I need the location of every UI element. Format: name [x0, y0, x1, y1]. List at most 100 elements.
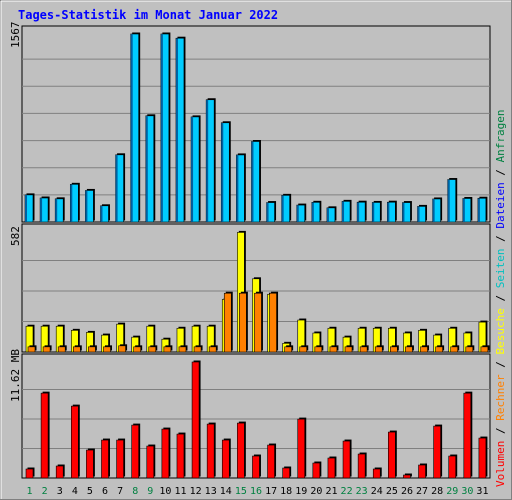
bar-volumen-21-face: [327, 457, 336, 479]
bar-rechner-21: [329, 345, 339, 353]
legend-part-1: /: [494, 421, 507, 441]
bar-volumen-24-face: [372, 468, 381, 479]
day-label-7: 7: [117, 486, 123, 497]
bar-rechner-22-face: [344, 346, 353, 353]
bar-volumen-23-face: [357, 453, 366, 479]
bar-volumen-1: [25, 467, 35, 479]
bar-volumen-27: [418, 463, 428, 479]
bar-rechner-3: [57, 345, 67, 353]
day-label-30: 30: [461, 486, 473, 497]
day-label-16: 16: [250, 486, 262, 497]
bar-volumen-30: [463, 391, 473, 479]
bar-rechner-23-face: [359, 346, 368, 353]
bar-volumen-18: [282, 466, 292, 479]
bar-dateien-29: [447, 179, 450, 222]
panel-visits: [21, 223, 491, 353]
bar-rechner-16: [254, 291, 263, 353]
bar-rechner-31-face: [480, 346, 489, 353]
bar-rechner-11: [178, 345, 188, 353]
day-label-20: 20: [310, 486, 322, 497]
bar-volumen-23: [357, 452, 367, 479]
bar-volumen-30-face: [463, 392, 472, 479]
day-label-28: 28: [431, 486, 443, 497]
legend-part-9: /: [494, 162, 507, 182]
bar-rechner-24: [374, 345, 384, 353]
bar-volumen-11: [176, 432, 186, 479]
bar-rechner-19: [299, 345, 309, 353]
bar-volumen-1-face: [25, 468, 34, 479]
bar-rechner-9-face: [148, 346, 157, 353]
day-label-25: 25: [386, 486, 398, 497]
bar-dateien-20: [311, 202, 314, 222]
bar-volumen-8-face: [131, 424, 139, 479]
bar-dateien-14: [221, 123, 224, 222]
bar-rechner-26-face: [405, 346, 413, 353]
bar-volumen-17: [267, 443, 277, 479]
bar-rechner-25: [390, 345, 399, 353]
day-label-27: 27: [416, 486, 428, 497]
bar-volumen-29-face: [448, 455, 457, 479]
bar-rechner-12-face: [193, 346, 202, 353]
day-label-4: 4: [72, 486, 78, 497]
visits-max-label: 582: [9, 226, 22, 246]
legend-part-0: Volumen: [494, 441, 507, 487]
bar-rechner-2-face: [42, 346, 51, 353]
bar-dateien-28: [432, 199, 435, 222]
bar-rechner-14-face: [223, 292, 232, 353]
bar-rechner-30-face: [465, 346, 474, 353]
day-label-11: 11: [174, 486, 186, 497]
bar-rechner-21-face: [329, 346, 338, 353]
bar-dateien-8: [130, 34, 133, 223]
bar-dateien-18: [281, 195, 284, 222]
right-legend: Volumen / Rechner / Besuche / Seiten / D…: [494, 109, 507, 487]
bar-volumen-13: [206, 422, 216, 479]
bar-volumen-9-face: [146, 445, 155, 479]
day-label-17: 17: [265, 486, 277, 497]
bar-volumen-28: [433, 424, 443, 479]
bar-dateien-31: [477, 198, 480, 222]
bar-rechner-1-face: [27, 346, 36, 353]
bar-rechner-11-face: [178, 346, 187, 353]
bar-volumen-17-face: [267, 444, 275, 479]
bar-dateien-12: [191, 117, 194, 222]
volume-max-label: 11.62 MB: [9, 349, 22, 402]
day-label-31: 31: [476, 486, 488, 497]
bar-rechner-26: [405, 345, 414, 353]
day-label-13: 13: [205, 486, 217, 497]
bar-rechner-17-face: [269, 292, 277, 353]
requests-max-label: 1567: [9, 22, 22, 49]
bar-rechner-4-face: [72, 346, 81, 353]
day-label-2: 2: [42, 486, 48, 497]
bar-volumen-14: [221, 438, 231, 479]
bar-dateien-11: [175, 38, 178, 222]
bar-rechner-25-face: [390, 346, 398, 353]
bar-dateien-15: [236, 155, 239, 222]
bar-volumen-21: [327, 456, 337, 479]
bar-volumen-8: [131, 423, 141, 479]
bar-rechner-17: [269, 291, 279, 353]
day-label-10: 10: [159, 486, 171, 497]
bar-dateien-9: [145, 116, 148, 222]
bar-volumen-19-face: [297, 418, 306, 479]
day-label-8: 8: [132, 486, 138, 497]
bar-dateien-13: [206, 99, 209, 222]
day-label-19: 19: [295, 486, 307, 497]
bar-dateien-19: [296, 205, 299, 222]
bar-volumen-2: [40, 391, 50, 479]
bar-volumen-31: [478, 436, 488, 479]
legend-part-8: Dateien: [494, 182, 507, 228]
bar-volumen-29: [448, 454, 458, 479]
bar-rechner-15-face: [239, 292, 247, 353]
bar-volumen-31-face: [478, 437, 487, 479]
bar-volumen-9: [146, 444, 156, 479]
day-label-9: 9: [147, 486, 153, 497]
bar-rechner-10-face: [163, 346, 172, 353]
day-label-29: 29: [446, 486, 458, 497]
bar-rechner-7: [118, 344, 128, 353]
bar-volumen-25: [388, 430, 397, 479]
day-label-26: 26: [401, 486, 413, 497]
bar-volumen-15: [237, 421, 246, 479]
bar-rechner-19-face: [299, 346, 308, 353]
legend-part-5: /: [494, 288, 507, 308]
bar-volumen-4-face: [70, 405, 79, 479]
